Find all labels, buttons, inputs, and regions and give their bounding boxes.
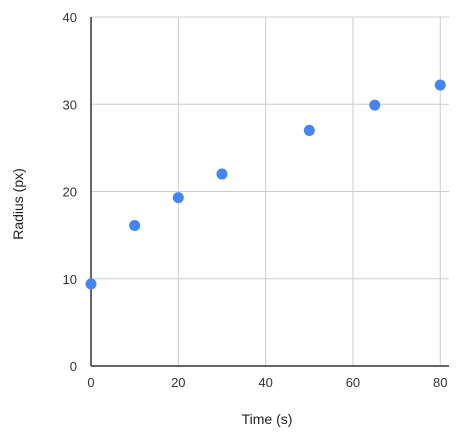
y-tick-label: 0 [70, 359, 77, 374]
grid-layer [91, 16, 449, 366]
y-tick-label: 40 [63, 10, 77, 25]
x-tick-label: 40 [258, 375, 272, 390]
data-point [434, 79, 446, 91]
y-tick-label: 10 [63, 272, 77, 287]
data-point [129, 220, 141, 232]
y-axis-title: Radius (px) [10, 168, 26, 240]
tick-label-layer: 0 10 20 30 40 0 20 40 60 80 [63, 10, 448, 390]
data-point [369, 99, 381, 111]
data-point [85, 278, 97, 290]
data-point [216, 168, 228, 180]
x-tick-label: 80 [433, 375, 447, 390]
data-point [172, 192, 184, 204]
axis-layer [90, 17, 449, 367]
data-point [303, 124, 315, 136]
data-point-layer [85, 79, 446, 290]
x-tick-label: 60 [346, 375, 360, 390]
x-tick-label: 0 [87, 375, 94, 390]
x-axis-title: Time (s) [242, 411, 293, 427]
x-tick-label: 20 [171, 375, 185, 390]
y-tick-label: 30 [63, 97, 77, 112]
y-tick-label: 20 [63, 185, 77, 200]
